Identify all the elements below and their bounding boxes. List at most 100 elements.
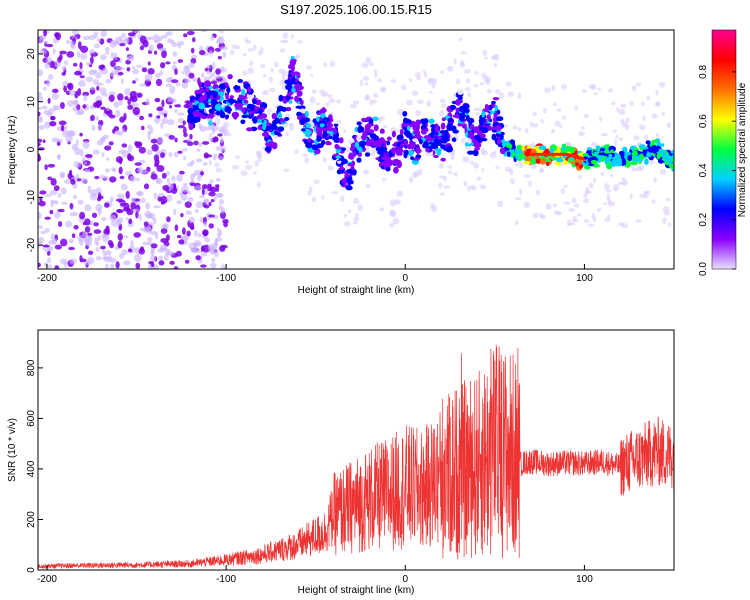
colorbar-tick-label: 0.4 (698, 163, 709, 177)
spectrogram-cell (509, 168, 514, 176)
spectrogram-cell (532, 111, 537, 116)
spectrogram-cell (605, 189, 612, 193)
spectrogram-cell (412, 138, 419, 143)
spectrogram-cell (583, 198, 590, 204)
spectrogram-cell (361, 134, 367, 140)
spectrogram-cell (653, 177, 657, 183)
spectrogram-cell (518, 188, 523, 196)
spectrogram-cell (379, 128, 385, 134)
spectrogram-cell (195, 158, 203, 163)
spectrogram-cell (110, 60, 116, 68)
spectrogram-cell (38, 106, 43, 110)
spectrogram-cell (199, 216, 203, 224)
spectrogram-cell (119, 43, 126, 47)
spectrogram-cell (217, 133, 223, 137)
spectrogram-cell (344, 221, 351, 227)
spectrogram-cell (189, 133, 193, 140)
spectrogram-cell (462, 103, 470, 109)
spectrogram-cell (110, 263, 115, 269)
spectrogram-cell (608, 88, 613, 93)
y-tick-label: -10 (26, 190, 37, 205)
spectrogram-cell (155, 72, 161, 78)
spectrogram-cell (188, 123, 194, 131)
spectrogram-cell (77, 235, 84, 242)
spectrogram-cell (199, 113, 203, 118)
spectrogram-cell (600, 172, 605, 176)
spectrogram-cell (358, 125, 363, 130)
spectrogram-cell (439, 110, 445, 117)
spectrogram-cell (583, 165, 591, 170)
spectrogram-cell (549, 147, 555, 154)
spectrogram-cell (77, 41, 82, 50)
spectrogram-cell (327, 141, 332, 146)
spectrogram-cell (71, 143, 78, 151)
spectrogram-cell (201, 187, 205, 196)
spectrogram-cell (352, 221, 358, 225)
spectrogram-cell (82, 35, 91, 41)
spectrogram-cell (327, 165, 334, 171)
spectrogram-cell (109, 176, 117, 183)
spectrogram-cell (114, 52, 118, 60)
spectrogram-cell (608, 153, 613, 160)
spectrogram-cell (524, 156, 532, 162)
spectrogram-cell (438, 182, 443, 189)
spectrogram-cell (579, 164, 583, 169)
spectrogram-cell (470, 132, 474, 137)
spectrogram-cell (201, 184, 208, 190)
spectrogram-cell (430, 124, 436, 128)
spectrogram-cell (42, 244, 50, 248)
spectrogram-cell (611, 101, 616, 106)
spectrogram-cell (222, 51, 227, 59)
spectrogram-cell (445, 145, 454, 153)
spectrogram-cell (38, 91, 42, 97)
spectrogram-cell (100, 136, 107, 141)
spectrogram-cell (82, 141, 90, 149)
spectrogram-cell (440, 144, 445, 149)
spectrogram-cell (316, 116, 320, 122)
colorbar: 0.0 0.2 0.4 0.6 0.8 Normalized spectral ampl… (698, 29, 748, 276)
spectrogram-cell (449, 104, 457, 111)
spectrogram-cell (52, 48, 56, 55)
spectrogram-cell (63, 85, 67, 93)
spectrogram-cell (210, 72, 215, 77)
spectrogram-cell (662, 217, 667, 224)
spectrogram-cell (560, 149, 565, 154)
spectrogram-cell (336, 119, 342, 125)
spectrogram-cell (185, 210, 192, 216)
spectrogram-cell (385, 159, 394, 167)
spectrogram-cell (621, 121, 627, 128)
spectrogram-cell (184, 259, 190, 264)
spectrogram-cell (343, 213, 348, 218)
spectrogram-cell (221, 67, 228, 73)
spectrogram-cell (478, 107, 483, 112)
spectrogram-cell (400, 143, 404, 148)
spectrogram-cell (219, 46, 228, 51)
spectrogram-cell (207, 137, 213, 142)
spectrogram-cell (170, 98, 177, 103)
spectrogram-cell (39, 190, 47, 195)
spectrogram-cell (556, 156, 560, 163)
spectrogram-cell (364, 82, 369, 86)
spectrogram-cell (467, 138, 472, 144)
spectrogram-cell (290, 22, 294, 26)
spectrogram-cell (50, 200, 58, 204)
spectrogram-cell (179, 170, 185, 175)
spectrogram-cell (254, 106, 260, 110)
spectrogram-cell (130, 201, 136, 210)
spectrogram-cell (129, 175, 137, 183)
spectrogram-cell (70, 179, 76, 185)
spectrogram-cell (346, 178, 351, 184)
spectrogram-cell (48, 108, 55, 115)
spectrogram-cell (530, 162, 537, 170)
spectrogram-cell (60, 187, 67, 195)
spectrogram-cell (652, 147, 660, 153)
spectrogram-cell (280, 118, 286, 123)
spectrogram-cell (662, 206, 670, 213)
spectrogram-cell (173, 151, 179, 158)
spectrogram-cell (106, 107, 110, 112)
spectrogram-cell (247, 67, 254, 75)
spectrogram-cell (331, 191, 339, 195)
spectrogram-cell (124, 88, 131, 96)
spectrogram-cell (407, 149, 414, 156)
spectrogram-cell (543, 107, 547, 114)
